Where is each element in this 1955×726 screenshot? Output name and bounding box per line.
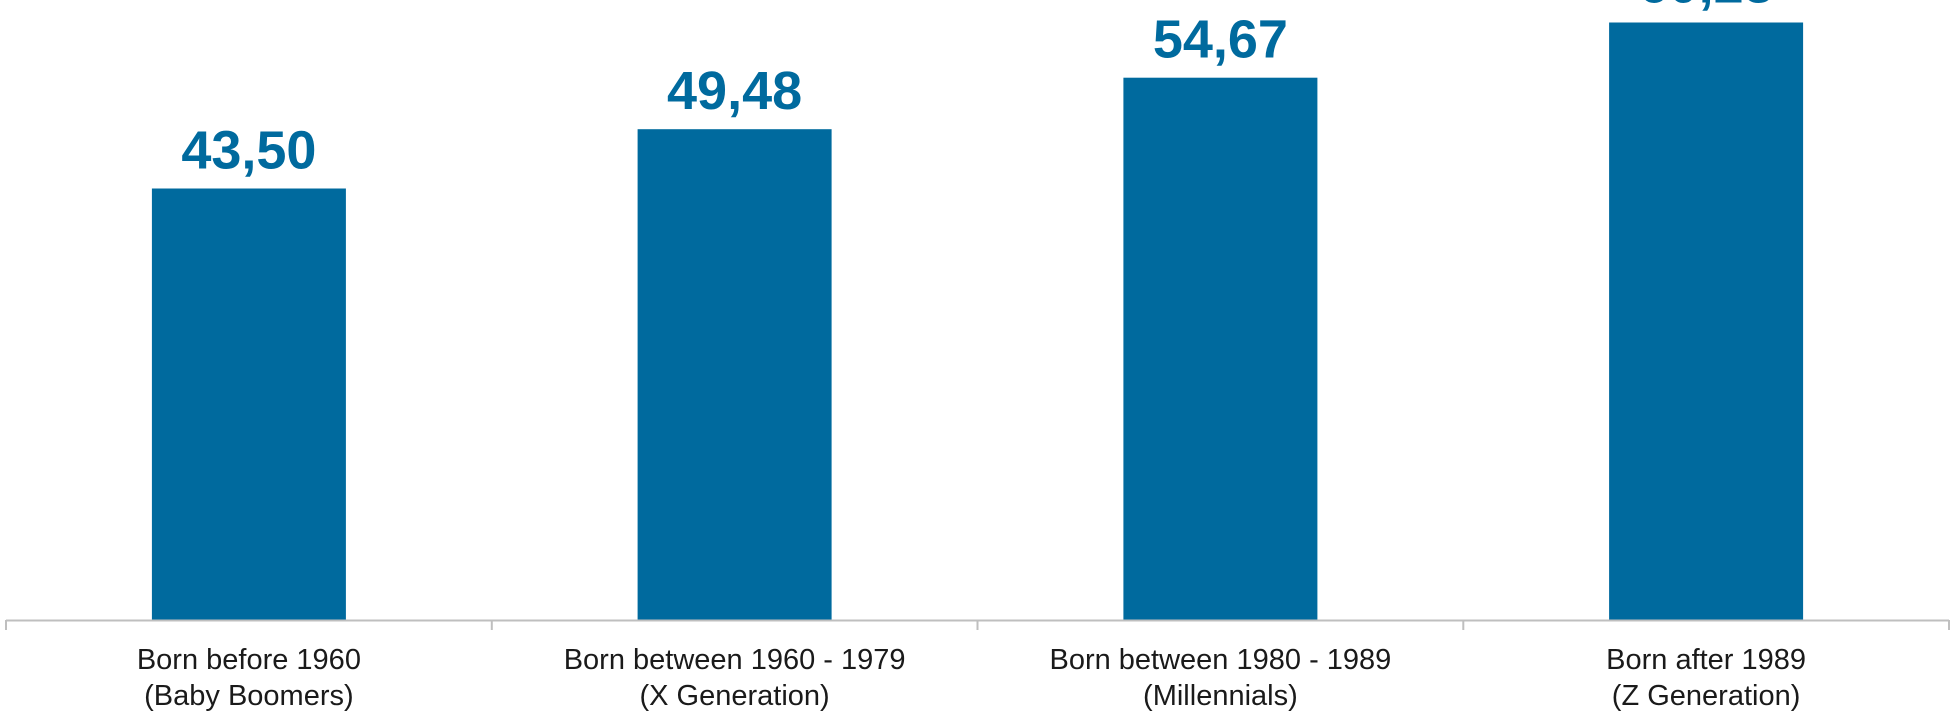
bar-4	[1609, 22, 1804, 620]
bar-1	[151, 188, 346, 620]
category-label-line: Born after 1989	[1606, 644, 1806, 676]
category-label-4: Born after 1989 (Z Generation)	[1606, 644, 1806, 712]
value-label-4: 60,23	[1639, 0, 1774, 15]
value-labels-group: 43,50 49,48 54,67 60,23	[181, 0, 1773, 181]
category-label-line: (Baby Boomers)	[144, 680, 354, 712]
bars-group	[151, 22, 1804, 620]
value-label-2: 49,48	[667, 61, 802, 121]
category-label-line: Born between 1980 - 1989	[1049, 644, 1391, 676]
category-label-1: Born before 1960 (Baby Boomers)	[137, 644, 361, 712]
category-label-line: (Z Generation)	[1612, 680, 1801, 712]
category-label-2: Born between 1960 - 1979 (X Generation)	[564, 644, 906, 712]
bar-2	[637, 129, 832, 620]
category-label-line: Born before 1960	[137, 644, 361, 676]
bar-3	[1123, 77, 1318, 620]
value-label-3: 54,67	[1153, 10, 1288, 70]
category-labels-group: Born before 1960 (Baby Boomers) Born betwe…	[137, 644, 1806, 712]
category-label-line: (X Generation)	[639, 680, 829, 712]
category-label-3: Born between 1980 - 1989 (Millennials)	[1049, 644, 1391, 712]
x-axis-ticks	[5, 620, 1950, 630]
value-label-1: 43,50	[181, 121, 316, 181]
category-label-line: (Millennials)	[1143, 680, 1298, 712]
category-label-line: Born between 1960 - 1979	[564, 644, 906, 676]
